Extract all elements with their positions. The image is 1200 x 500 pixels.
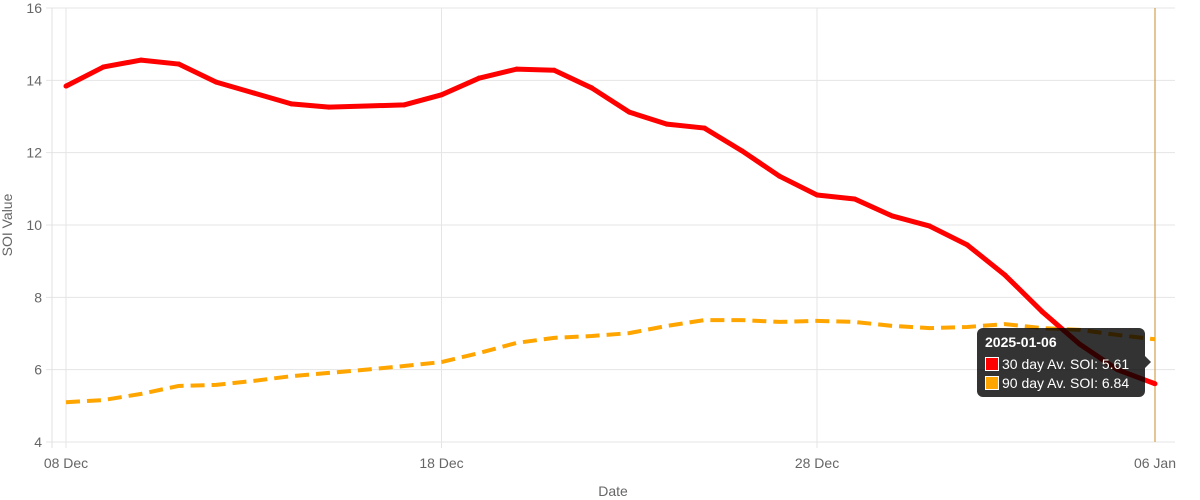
y-tick-label: 12 — [26, 145, 42, 161]
data-point[interactable] — [176, 61, 182, 67]
data-point[interactable] — [664, 121, 670, 127]
data-point[interactable] — [814, 192, 820, 198]
y-tick-label: 10 — [26, 217, 42, 233]
y-tick-label: 6 — [34, 362, 42, 378]
x-tick-label: 28 Dec — [795, 455, 839, 471]
data-point[interactable] — [701, 125, 707, 131]
data-point[interactable] — [476, 75, 482, 81]
tooltip-row-90day: 90 day Av. SOI: 6.84 — [985, 373, 1137, 392]
data-point[interactable] — [626, 109, 632, 115]
data-point[interactable] — [1039, 309, 1045, 315]
legend-swatch-red — [985, 356, 999, 371]
y-tick-label: 8 — [34, 289, 42, 305]
data-point[interactable] — [964, 242, 970, 248]
y-tick-label: 4 — [34, 434, 42, 450]
data-point[interactable] — [776, 173, 782, 179]
tooltip-row-label: 90 day Av. SOI: 6.84 — [1002, 374, 1130, 391]
tooltip-title: 2025-01-06 — [985, 334, 1057, 350]
tooltip: 2025-01-06 30 day Av. SOI: 5.61 90 day A… — [977, 328, 1151, 397]
data-point[interactable] — [138, 57, 144, 63]
data-point[interactable] — [101, 64, 107, 70]
y-axis-ticks: 4 6 8 10 12 14 16 — [26, 0, 42, 450]
data-point[interactable] — [739, 148, 745, 154]
data-point[interactable] — [889, 213, 895, 219]
tooltip-row-label: 30 day Av. SOI: 5.61 — [1002, 355, 1130, 372]
data-point[interactable] — [927, 223, 933, 229]
data-point[interactable] — [288, 101, 294, 107]
data-point[interactable] — [251, 90, 257, 96]
data-point[interactable] — [213, 79, 219, 85]
data-point[interactable] — [1152, 381, 1158, 387]
x-tick-label: 06 Jan — [1134, 455, 1176, 471]
data-point[interactable] — [439, 92, 445, 98]
data-point[interactable] — [1002, 272, 1008, 278]
data-point[interactable] — [551, 67, 557, 73]
y-axis-title: SOI Value — [0, 193, 15, 256]
data-point[interactable] — [852, 196, 858, 202]
series-line-90-day-av-soi — [65, 318, 1156, 405]
y-tick-label: 16 — [26, 0, 42, 16]
x-tick-label: 18 Dec — [419, 455, 463, 471]
x-axis-ticks: 08 Dec 18 Dec 28 Dec 06 Jan — [44, 455, 1176, 471]
series-line-30-day-av-soi — [64, 57, 1156, 387]
data-point[interactable] — [401, 102, 407, 108]
tooltip-row-30day: 30 day Av. SOI: 5.61 — [985, 354, 1137, 373]
x-axis-title: Date — [598, 483, 628, 499]
x-tick-label: 08 Dec — [44, 455, 88, 471]
data-point[interactable] — [326, 104, 332, 110]
grid — [46, 7, 1175, 448]
data-point[interactable] — [589, 85, 595, 91]
legend-swatch-orange — [985, 375, 999, 390]
data-point[interactable] — [514, 66, 520, 72]
y-tick-label: 14 — [26, 72, 42, 88]
data-point[interactable] — [63, 83, 69, 89]
data-point[interactable] — [363, 103, 369, 109]
